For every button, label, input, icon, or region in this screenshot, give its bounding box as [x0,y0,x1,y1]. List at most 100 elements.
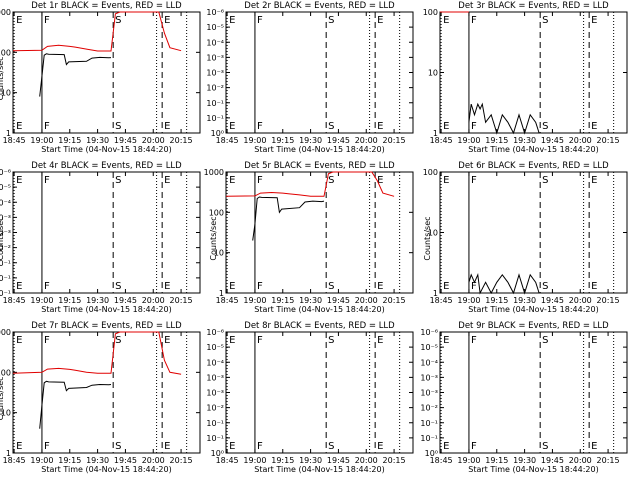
x-axis-label: Start Time (04-Nov-15 18:44:20) [41,465,171,474]
events-series-line [468,272,540,295]
y-axis-label: Counts/sec [0,216,5,260]
x-tick-label: 19:30 [513,456,536,465]
panel-title: Det 5r BLACK = Events, RED = LLD [244,161,395,171]
x-axis-label: Start Time (04-Nov-15 18:44:20) [254,305,384,314]
event-label: F [44,335,50,346]
event-label: E [591,121,597,132]
event-label: E [591,335,597,346]
event-label: S [542,441,548,452]
x-tick-label: 19:30 [299,296,322,305]
event-label: F [44,281,50,292]
y-tick-label: 10⁻² [206,404,224,413]
events-series-line [252,196,325,241]
event-label: S [328,15,334,26]
y-tick-label: 10⁻¹ [206,419,224,428]
plot-frame [225,11,414,134]
event-label: S [328,175,334,186]
event-label: S [328,121,334,132]
panel-title: Det 6r BLACK = Events, RED = LLD [458,161,609,171]
detector-panel-5: Det 5r BLACK = Events, RED = LLD Counts/s… [204,161,414,314]
y-tick-label: 10⁻¹ [420,434,438,443]
y-tick-label: 10⁻⁶ [206,328,224,337]
detector-panel-3: Det 3r BLACK = Events, RED = LLD 1 10 100 18… [423,1,628,154]
event-label: E [377,335,383,346]
detector-panel-8: Det 8r BLACK = Events, RED = LLD 10⁰ 10⁻¹ 1… [206,321,414,474]
y-tick-label: 10 [1,89,11,98]
y-tick-label: 1 [6,129,11,138]
event-label: S [328,441,334,452]
x-tick-label: 19:45 [327,296,350,305]
x-axis-label: Start Time (04-Nov-15 18:44:20) [41,145,171,154]
event-label: E [377,441,383,452]
x-tick-label: 19:15 [485,456,508,465]
x-tick-label: 20:15 [170,296,193,305]
x-tick-label: 20:00 [569,136,592,145]
event-label: F [257,15,263,26]
y-tick-label: 100 [0,368,11,377]
x-tick-label: 19:00 [457,136,480,145]
event-label: E [591,175,597,186]
x-tick-label: 19:30 [513,296,536,305]
x-tick-label: 18:45 [216,296,239,305]
event-label: F [471,121,477,132]
y-tick-label: 10⁰ [425,449,438,458]
x-tick-label: 19:00 [457,296,480,305]
x-tick-label: 20:00 [569,456,592,465]
event-label: E [591,441,597,452]
panel-title: Det 8r BLACK = Events, RED = LLD [244,321,395,331]
x-tick-label: 20:15 [170,456,193,465]
x-tick-label: 18:45 [430,456,453,465]
y-tick-label: 10⁻¹ [206,434,224,443]
y-tick-label: 10 [428,69,438,78]
y-tick-label: 10⁻³ [206,53,224,62]
detector-panel-1: Det 1r BLACK = Events, RED = LLD Counts/s… [0,1,201,154]
y-tick-label: 10⁻² [0,244,11,253]
x-axis-label: Start Time (04-Nov-15 18:44:20) [468,465,598,474]
x-tick-label: 19:45 [114,136,137,145]
x-tick-label: 19:45 [541,296,564,305]
event-label: E [443,335,449,346]
event-label: E [377,175,383,186]
event-label: E [16,121,22,132]
x-tick-label: 20:00 [142,136,165,145]
event-label: E [443,175,449,186]
x-tick-label: 19:15 [58,296,81,305]
panel-title: Det 7r BLACK = Events, RED = LLD [31,321,182,331]
event-label: S [115,15,121,26]
plot-frame [225,171,414,294]
x-axis-label: Start Time (04-Nov-15 18:44:20) [41,305,171,314]
y-tick-label: 10⁻¹ [206,114,224,123]
x-tick-label: 18:45 [3,136,26,145]
y-tick-label: 10⁻¹ [0,274,11,283]
x-tick-label: 20:15 [170,136,193,145]
events-series-line [39,53,112,97]
y-tick-label: 10⁻⁴ [0,198,11,207]
x-axis-label: Start Time (04-Nov-15 18:44:20) [254,145,384,154]
y-tick-label: 1 [433,289,438,298]
y-tick-label: 10⁻³ [206,373,224,382]
lld-series-line [225,171,395,197]
y-tick-label: 10⁻³ [420,389,438,398]
plot-frame [12,331,201,454]
x-axis-label: Start Time (04-Nov-15 18:44:20) [254,465,384,474]
y-tick-label: 100 [0,48,11,57]
event-label: F [257,281,263,292]
x-tick-label: 20:15 [383,456,406,465]
y-tick-label: 10⁰ [211,129,224,138]
x-tick-label: 19:00 [30,296,53,305]
event-label: F [471,441,477,452]
plot-frame [12,11,201,134]
event-label: F [471,175,477,186]
y-tick-label: 10⁻⁶ [206,8,224,17]
event-label: E [591,15,597,26]
event-label: E [164,281,170,292]
y-tick-label: 10⁻³ [206,69,224,78]
y-tick-label: 10⁻¹ [0,259,11,268]
event-label: E [377,15,383,26]
event-label: S [115,121,121,132]
event-label: E [164,175,170,186]
x-tick-label: 19:00 [243,456,266,465]
event-label: F [257,175,263,186]
x-tick-label: 19:15 [58,136,81,145]
